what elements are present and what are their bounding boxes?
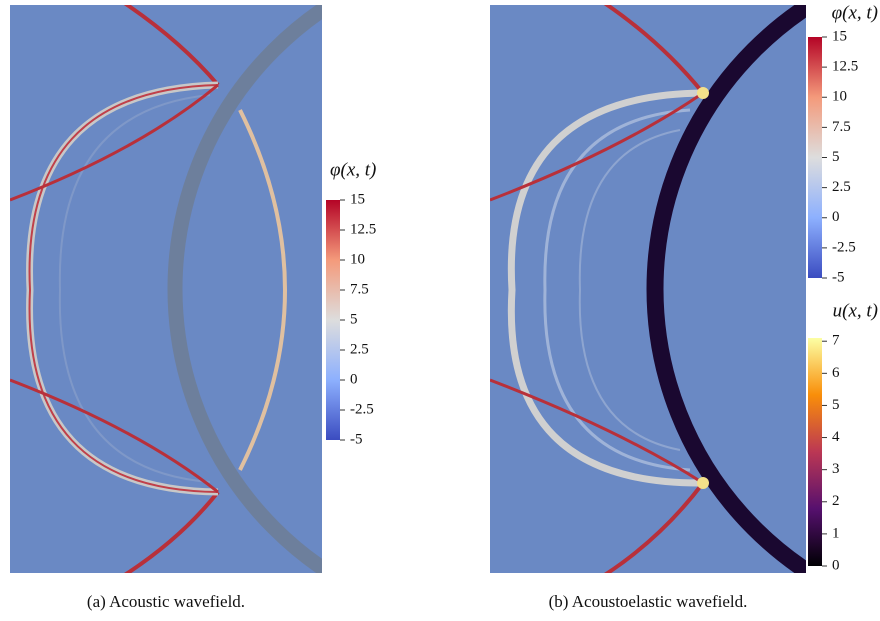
tick-label: 6 [832, 365, 840, 381]
tick-label: 4 [832, 429, 840, 445]
tick-label: 7 [832, 333, 840, 349]
tick-label: 10 [350, 251, 365, 267]
tick-label: 5 [350, 311, 358, 327]
tick-label: 12.5 [350, 221, 376, 237]
colorbar [326, 200, 340, 440]
tick-label: -2.5 [350, 401, 374, 417]
tick-label: 0 [832, 209, 840, 225]
tick-label: 15 [832, 28, 847, 44]
tick-label: 3 [832, 461, 840, 477]
tick-label: 10 [832, 89, 847, 105]
colorbar-title: φ(x, t) [330, 159, 376, 180]
tick-label: 2 [832, 493, 840, 509]
tick-label: 12.5 [832, 59, 858, 75]
tick-label: 1 [832, 525, 840, 541]
caption: (a) Acoustic wavefield. [87, 592, 245, 611]
tick-label: 0 [350, 371, 358, 387]
tick-label: 2.5 [350, 341, 369, 357]
tick-label: 5 [832, 397, 840, 413]
tick-label: 7.5 [832, 119, 851, 135]
tick-label: -5 [832, 269, 845, 285]
tick-label: 5 [832, 149, 840, 165]
tick-label: -5 [350, 431, 363, 447]
tick-label: 0 [832, 557, 840, 573]
tick-label: 15 [350, 191, 365, 207]
colorbar-title: u(x, t) [833, 300, 878, 321]
colorbar-title: φ(x, t) [832, 2, 878, 23]
tick-label: -2.5 [832, 239, 856, 255]
tick-label: 7.5 [350, 281, 369, 297]
colorbar [808, 338, 822, 566]
caption: (b) Acoustoelastic wavefield. [549, 592, 748, 611]
tick-label: 2.5 [832, 179, 851, 195]
colorbar [808, 37, 822, 278]
figure: (a) Acoustic wavefield. (b) Acoustoelast… [0, 0, 880, 621]
